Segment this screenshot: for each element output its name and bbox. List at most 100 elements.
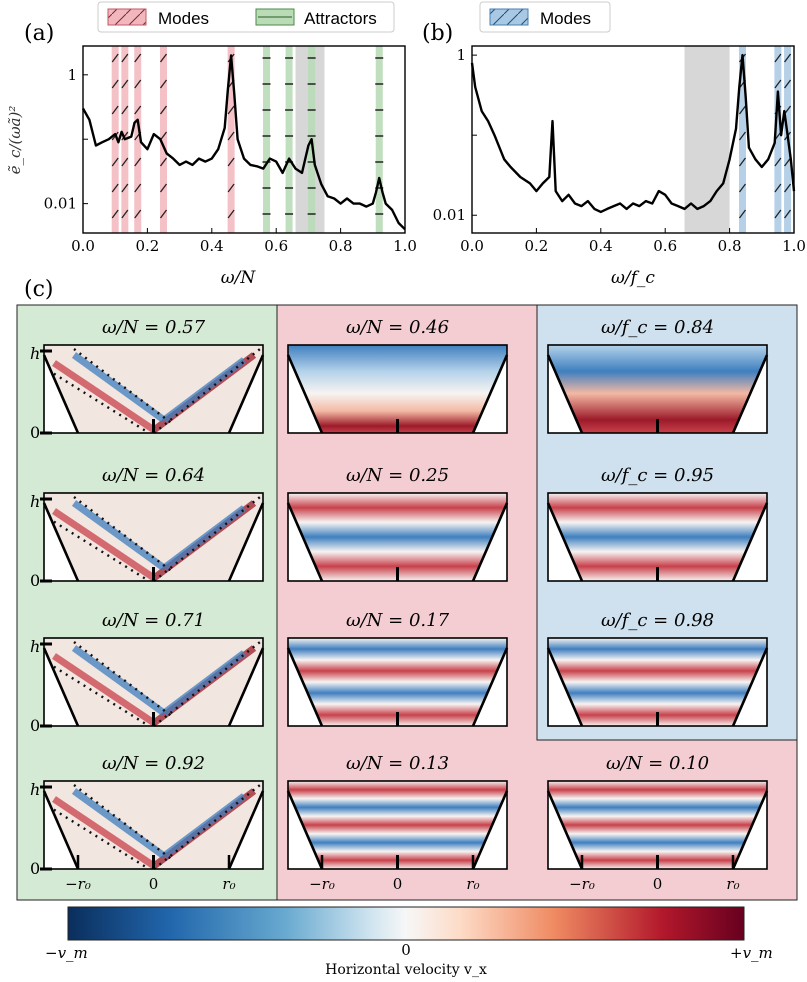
mode-hatch (121, 157, 129, 167)
mode-hatch (774, 157, 782, 167)
heatmap-title: ω/N = 0.71 (102, 610, 205, 631)
heatmap-field (548, 345, 767, 433)
plot-frame (471, 45, 795, 234)
wall-left (286, 502, 324, 582)
heatmap-cell: ω/f_c = 0.98 (546, 610, 769, 727)
attractor-beam (52, 796, 156, 869)
colorbar (67, 906, 745, 941)
colorbar-min: −v_m (45, 944, 88, 962)
wall-left (42, 790, 80, 870)
x-tick-label: r₀ (466, 875, 479, 893)
legend-a: Modes Attractors (97, 1, 395, 33)
heatmap-cell: ω/N = 0.92 h 0 −r₀ 0 r₀ (30, 753, 265, 893)
heatmap-title: ω/N = 0.92 (102, 753, 205, 774)
mode-hatch (738, 157, 746, 167)
mode-hatch (738, 105, 746, 115)
heatmap-cell: ω/f_c = 0.95 (546, 465, 769, 582)
y-top-label: h (30, 344, 40, 363)
ray-path (153, 784, 261, 870)
wall-right (227, 790, 265, 870)
x-tick-label: −r₀ (309, 875, 335, 893)
mode-hatch (784, 209, 792, 219)
y-top-label: h (30, 780, 40, 799)
heatmap-cell: ω/N = 0.71 h 0 (30, 610, 265, 735)
x-tick-label: 0 (149, 875, 159, 893)
attractor-beam (71, 500, 167, 571)
heatmap-cell: ω/N = 0.10 −r₀ 0 r₀ (546, 753, 769, 893)
mode-band (738, 46, 746, 233)
attractor-band (263, 46, 271, 233)
heatmap-cell: ω/N = 0.25 (286, 465, 509, 582)
heatmap-title: ω/f_c = 0.84 (601, 317, 714, 338)
attractor-beam (71, 788, 167, 859)
wall-right (471, 647, 509, 727)
wall-right (227, 647, 265, 727)
panel-a-xlabel: ω/N (221, 268, 257, 288)
gray-band (684, 46, 730, 233)
y-bottom-label: 0 (30, 859, 40, 878)
panel-c-label: (c) (24, 277, 54, 302)
heatmap-cell: ω/N = 0.17 (286, 610, 509, 727)
mode-band (774, 46, 782, 233)
ray-path (47, 516, 150, 583)
y-tick-label: 1 (456, 46, 466, 64)
attractor-band (285, 46, 293, 233)
mode-hatch (774, 53, 782, 63)
mode-hatch (227, 157, 235, 167)
plot-a: 0.0 0.2 0.4 0.6 0.8 1.0 1 0.01 (44, 45, 417, 255)
attractor-beam (71, 352, 167, 423)
mode-hatch (159, 79, 168, 89)
ray-path (47, 804, 150, 871)
x-tick-label: 0.8 (329, 237, 353, 255)
mode-hatch (134, 157, 142, 167)
ray-path (47, 368, 150, 435)
x-tick-label: 0.2 (135, 237, 159, 255)
wall-left (546, 790, 584, 870)
legend-attractors-label: Attractors (304, 9, 377, 28)
y-tick-label: 1 (67, 66, 77, 84)
heatmap-title: ω/f_c = 0.98 (601, 610, 714, 631)
heatmap-field (288, 345, 507, 433)
wall-right (471, 502, 509, 582)
x-tick-label: 0.8 (718, 237, 742, 255)
x-tick-label: 0.4 (200, 237, 224, 255)
attractor-beam (161, 793, 247, 859)
heatmap-title: ω/N = 0.13 (346, 753, 449, 774)
wall-left (286, 647, 324, 727)
heatmap-cell: ω/f_c = 0.84 (546, 317, 769, 434)
mode-band (134, 46, 142, 233)
mode-hatch (111, 183, 119, 193)
mode-hatch (121, 79, 129, 89)
attractor-beam (52, 508, 156, 581)
x-tick-label: 1.0 (782, 237, 806, 255)
wall-right (227, 354, 265, 434)
mode-hatch (784, 157, 792, 167)
attractor-beam (52, 360, 156, 433)
y-bottom-label: 0 (30, 716, 40, 735)
x-tick-label: 0.6 (264, 237, 288, 255)
attractor-band (375, 46, 383, 233)
mode-hatch (134, 209, 142, 219)
y-tick-label: 0.01 (44, 195, 77, 213)
wall-left (42, 354, 80, 434)
heatmap-title: ω/N = 0.57 (102, 317, 206, 338)
mode-hatch (111, 157, 119, 167)
mode-hatch (121, 53, 129, 63)
wall-left (286, 790, 324, 870)
mode-hatch (227, 131, 235, 141)
y-bottom-label: 0 (30, 423, 40, 442)
mode-hatch (227, 183, 235, 193)
wall-right (731, 502, 769, 582)
mode-hatch (738, 131, 746, 141)
heatmap-title: ω/N = 0.17 (346, 610, 450, 631)
x-tick-label: 0.0 (71, 237, 95, 255)
x-tick-label: 0 (653, 875, 663, 893)
colorbar-mid: 0 (401, 941, 411, 959)
spectrum-line (81, 54, 406, 231)
x-tick-label: 0.4 (589, 237, 613, 255)
mode-hatch (111, 209, 119, 219)
legend-modes-label: Modes (158, 9, 209, 28)
colorbar-title: Horizontal velocity v_x (325, 962, 487, 978)
